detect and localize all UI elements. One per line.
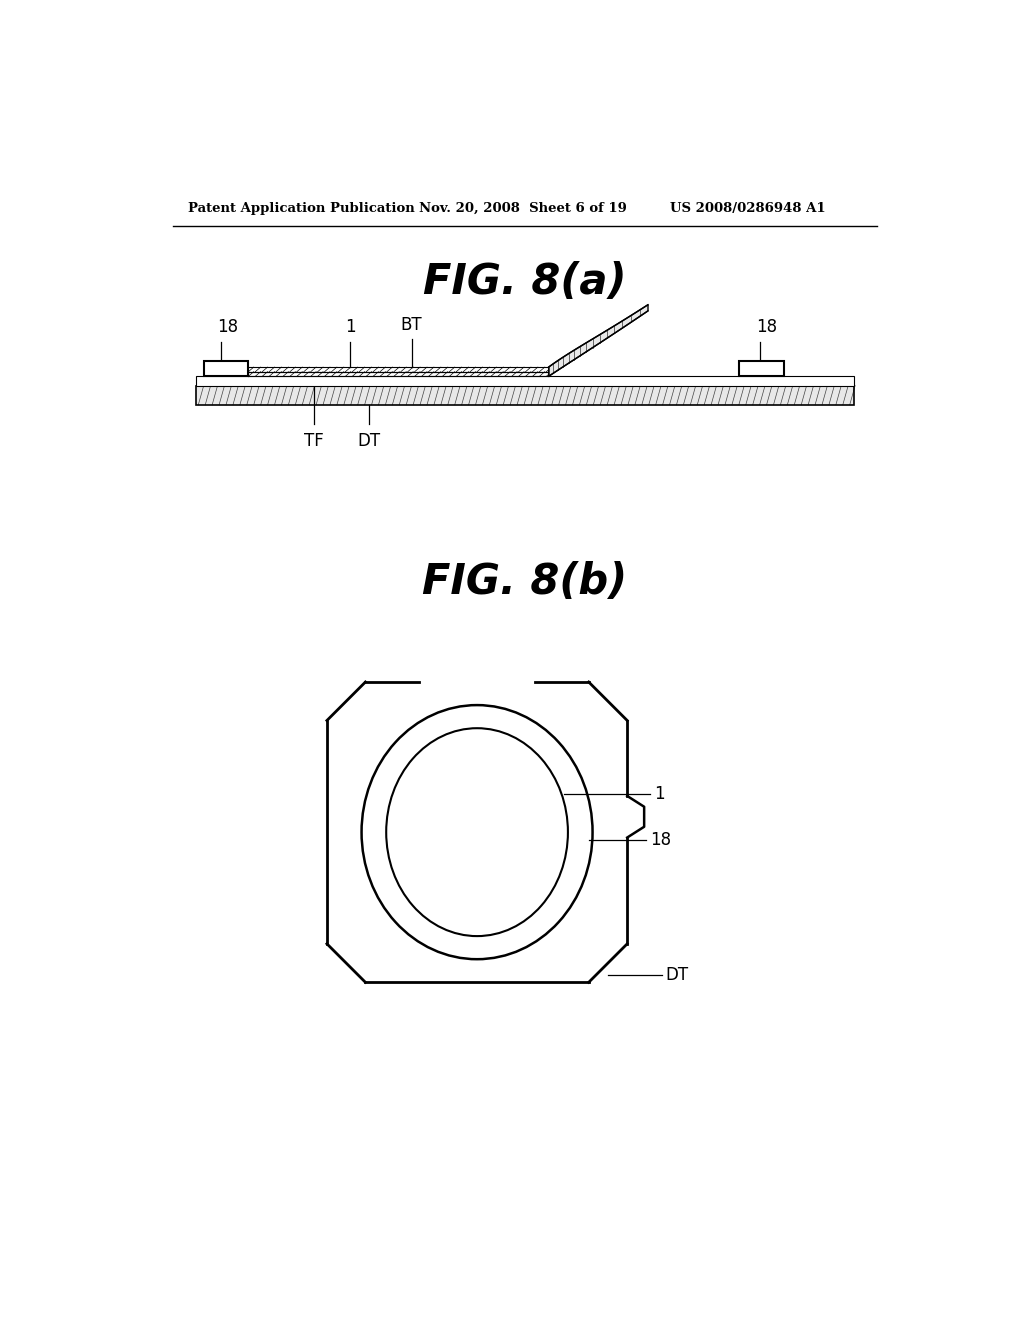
Polygon shape bbox=[549, 305, 648, 376]
Text: Nov. 20, 2008  Sheet 6 of 19: Nov. 20, 2008 Sheet 6 of 19 bbox=[419, 202, 627, 215]
Text: US 2008/0286948 A1: US 2008/0286948 A1 bbox=[670, 202, 825, 215]
Text: 1: 1 bbox=[345, 318, 355, 337]
Ellipse shape bbox=[361, 705, 593, 960]
Bar bbox=[204, 360, 249, 376]
Bar bbox=[739, 360, 783, 376]
Text: FIG. 8(b): FIG. 8(b) bbox=[422, 561, 628, 603]
Text: TF: TF bbox=[304, 432, 324, 450]
Bar bbox=[196, 376, 854, 385]
Text: DT: DT bbox=[357, 432, 381, 450]
Ellipse shape bbox=[386, 729, 568, 936]
Text: 1: 1 bbox=[654, 784, 665, 803]
Bar bbox=[196, 385, 854, 405]
Text: 18: 18 bbox=[757, 318, 777, 337]
Text: 18: 18 bbox=[650, 830, 672, 849]
Text: FIG. 8(a): FIG. 8(a) bbox=[423, 260, 627, 302]
Text: BT: BT bbox=[400, 315, 423, 334]
Text: 18: 18 bbox=[217, 318, 239, 337]
Text: DT: DT bbox=[666, 966, 689, 983]
Text: Patent Application Publication: Patent Application Publication bbox=[188, 202, 415, 215]
